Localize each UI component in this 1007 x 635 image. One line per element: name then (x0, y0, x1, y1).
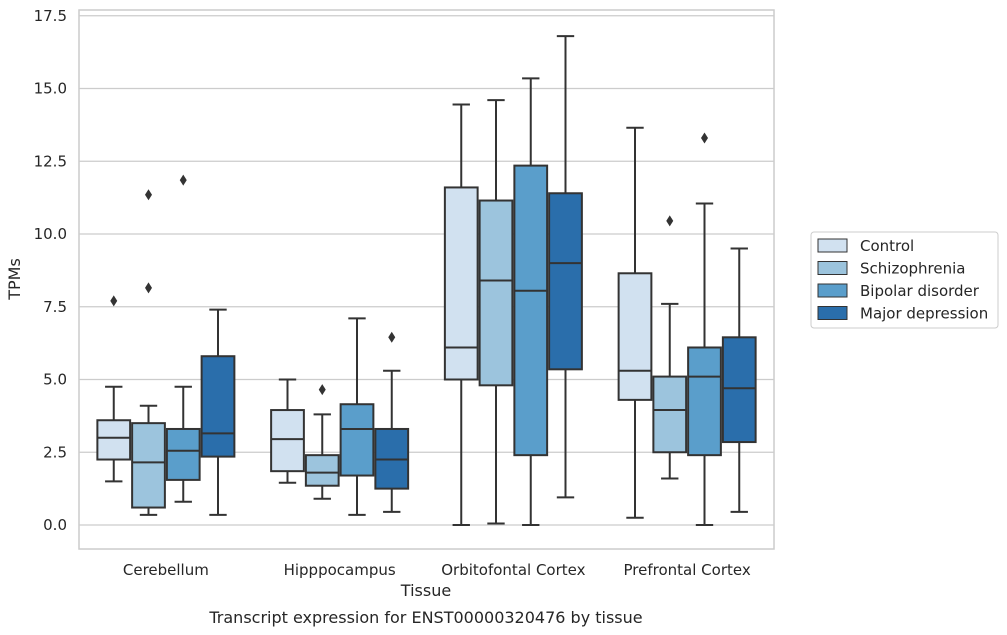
legend-swatch (817, 238, 848, 253)
box-hipppocampus-control (270, 378, 305, 484)
box-body (339, 403, 375, 477)
outlier-point (145, 189, 152, 201)
box-orbitofontal-cortex-schizophrenia (478, 99, 514, 525)
plot-frame (78, 9, 775, 550)
box-orbitofontal-cortex-control (443, 103, 479, 526)
box-body (513, 164, 549, 457)
legend-swatch (817, 306, 848, 320)
box-cerebellum-schizophrenia (131, 189, 166, 516)
legend: Control Schizophrenia Bipolar disorder Majo… (810, 231, 999, 329)
box-orbitofontal-cortex-major-depression (548, 35, 583, 499)
outlier-point (701, 132, 708, 144)
x-tick-label: Hipppocampus (284, 561, 396, 579)
outlier-point (179, 174, 187, 186)
box-body (478, 199, 514, 387)
y-tick-label: 17.5 (34, 7, 67, 25)
legend-label: Major depression (860, 305, 988, 323)
boxes (96, 35, 757, 526)
x-axis-label: Tissue (400, 581, 451, 600)
box-body (200, 355, 236, 458)
box-body (721, 336, 757, 444)
outlier-point (388, 331, 396, 343)
x-tick-label: Orbitofontal Cortex (441, 561, 585, 579)
x-tick-labels: Cerebellum Hipppocampus Orbitofontal Corte… (123, 561, 751, 579)
y-tick-labels: 0.0 2.5 5.0 7.5 10.0 12.5 15.0 17.5 (34, 7, 67, 534)
y-tick-label: 7.5 (43, 298, 67, 316)
box-body (687, 346, 722, 457)
outlier-point (318, 384, 326, 396)
y-tick-label: 12.5 (34, 152, 67, 170)
y-tick-label: 15.0 (34, 80, 67, 98)
box-cerebellum-major-depression (200, 308, 236, 516)
box-body (165, 427, 201, 481)
box-cerebellum-control (96, 295, 132, 483)
box-body (617, 272, 653, 401)
outlier-point (145, 282, 152, 294)
chart-caption: Transcript expression for ENST0000032047… (208, 608, 642, 627)
box-prefrontal-cortex-control (617, 126, 653, 519)
legend-swatch (817, 261, 848, 275)
y-axis-label: TPMs (5, 258, 24, 301)
box-body (304, 454, 340, 487)
box-body (270, 409, 305, 473)
legend-label: Control (860, 237, 914, 255)
box-body (652, 375, 688, 454)
legend-swatch (817, 283, 848, 298)
outlier-point (110, 295, 118, 307)
legend-label: Bipolar disorder (860, 282, 980, 300)
box-hipppocampus-bipolar-disorder (339, 317, 375, 516)
box-prefrontal-cortex-schizophrenia (652, 215, 688, 480)
legend-label: Schizophrenia (860, 260, 965, 278)
y-tick-label: 2.5 (43, 443, 67, 461)
box-body (443, 186, 479, 381)
x-tick-label: Prefrontal Cortex (624, 561, 751, 579)
box-body (548, 192, 583, 371)
box-hipppocampus-major-depression (374, 331, 410, 513)
y-tick-label: 10.0 (34, 225, 67, 243)
y-tick-label: 0.0 (43, 516, 67, 534)
box-prefrontal-cortex-bipolar-disorder (687, 132, 722, 526)
box-body (96, 419, 132, 461)
outlier-point (666, 215, 674, 227)
x-tick-label: Cerebellum (123, 561, 209, 579)
legend-frame (810, 231, 999, 329)
box-orbitofontal-cortex-bipolar-disorder (513, 77, 549, 526)
box-hipppocampus-schizophrenia (304, 384, 340, 500)
box-cerebellum-bipolar-disorder (165, 174, 201, 503)
y-tick-label: 5.0 (43, 371, 67, 389)
box-body (131, 422, 166, 509)
box-prefrontal-cortex-major-depression (721, 247, 757, 513)
